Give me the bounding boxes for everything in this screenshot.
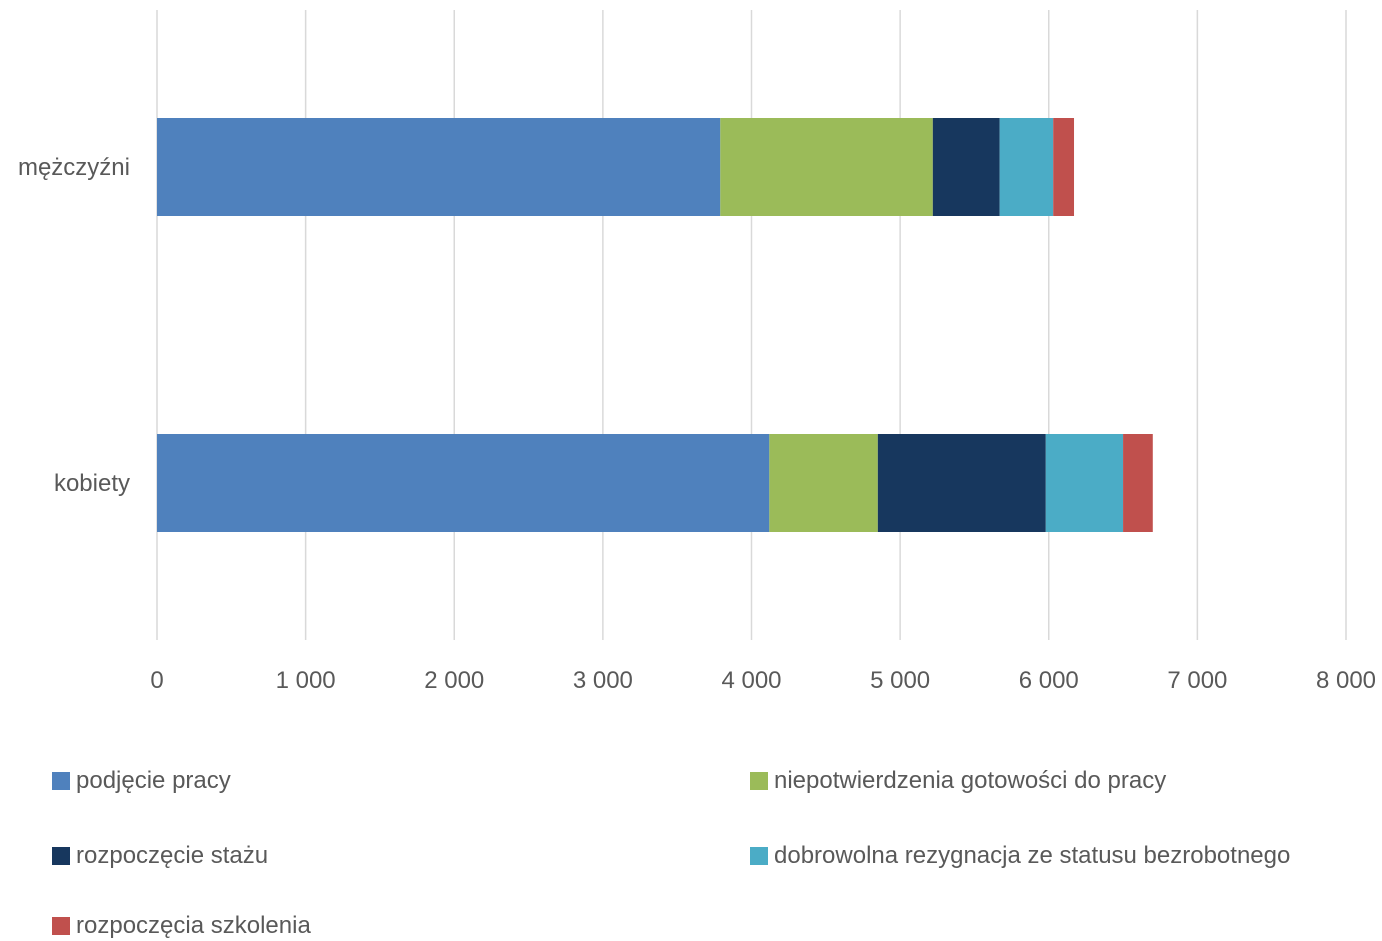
legend-item: rozpoczęcia szkolenia (52, 912, 311, 940)
legend-label: rozpoczęcie stażu (76, 842, 269, 869)
legend-item: podjęcie pracy (52, 767, 231, 795)
x-tick-label: 5 000 (870, 667, 930, 694)
category-label: kobiety (54, 470, 130, 497)
x-tick-label: 3 000 (573, 667, 633, 694)
legend-swatch (52, 772, 70, 790)
x-tick-label: 2 000 (424, 667, 484, 694)
bar-segment (157, 118, 721, 216)
bar-segment (1045, 434, 1124, 532)
bar-segment (877, 434, 1046, 532)
legend-label: podjęcie pracy (76, 767, 231, 794)
legend-swatch (52, 917, 70, 935)
legend-label: dobrowolna rezygnacja ze statusu bezrobo… (774, 842, 1291, 869)
legend-item: rozpoczęcie stażu (52, 842, 268, 870)
bar-segment (932, 118, 1000, 216)
legend-swatch (52, 847, 70, 865)
bar-segment (999, 118, 1054, 216)
legend-item: dobrowolna rezygnacja ze statusu bezrobo… (750, 842, 1290, 870)
x-tick-label: 7 000 (1167, 667, 1227, 694)
legend-label: niepotwierdzenia gotowości do pracy (774, 767, 1167, 794)
category-label: mężczyźni (18, 154, 130, 181)
bar-segment (1053, 118, 1075, 216)
x-tick-label: 0 (150, 667, 163, 694)
bar-segment (1123, 434, 1153, 532)
x-tick-label: 1 000 (276, 667, 336, 694)
legend-label: rozpoczęcia szkolenia (76, 912, 311, 939)
legend-swatch (750, 847, 768, 865)
legend-swatch (750, 772, 768, 790)
legend-item: niepotwierdzenia gotowości do pracy (750, 767, 1166, 795)
bar-segment (157, 434, 770, 532)
bar-segment (769, 434, 878, 532)
x-tick-label: 8 000 (1316, 667, 1376, 694)
x-tick-label: 6 000 (1019, 667, 1079, 694)
x-tick-label: 4 000 (721, 667, 781, 694)
bar-segment (720, 118, 933, 216)
